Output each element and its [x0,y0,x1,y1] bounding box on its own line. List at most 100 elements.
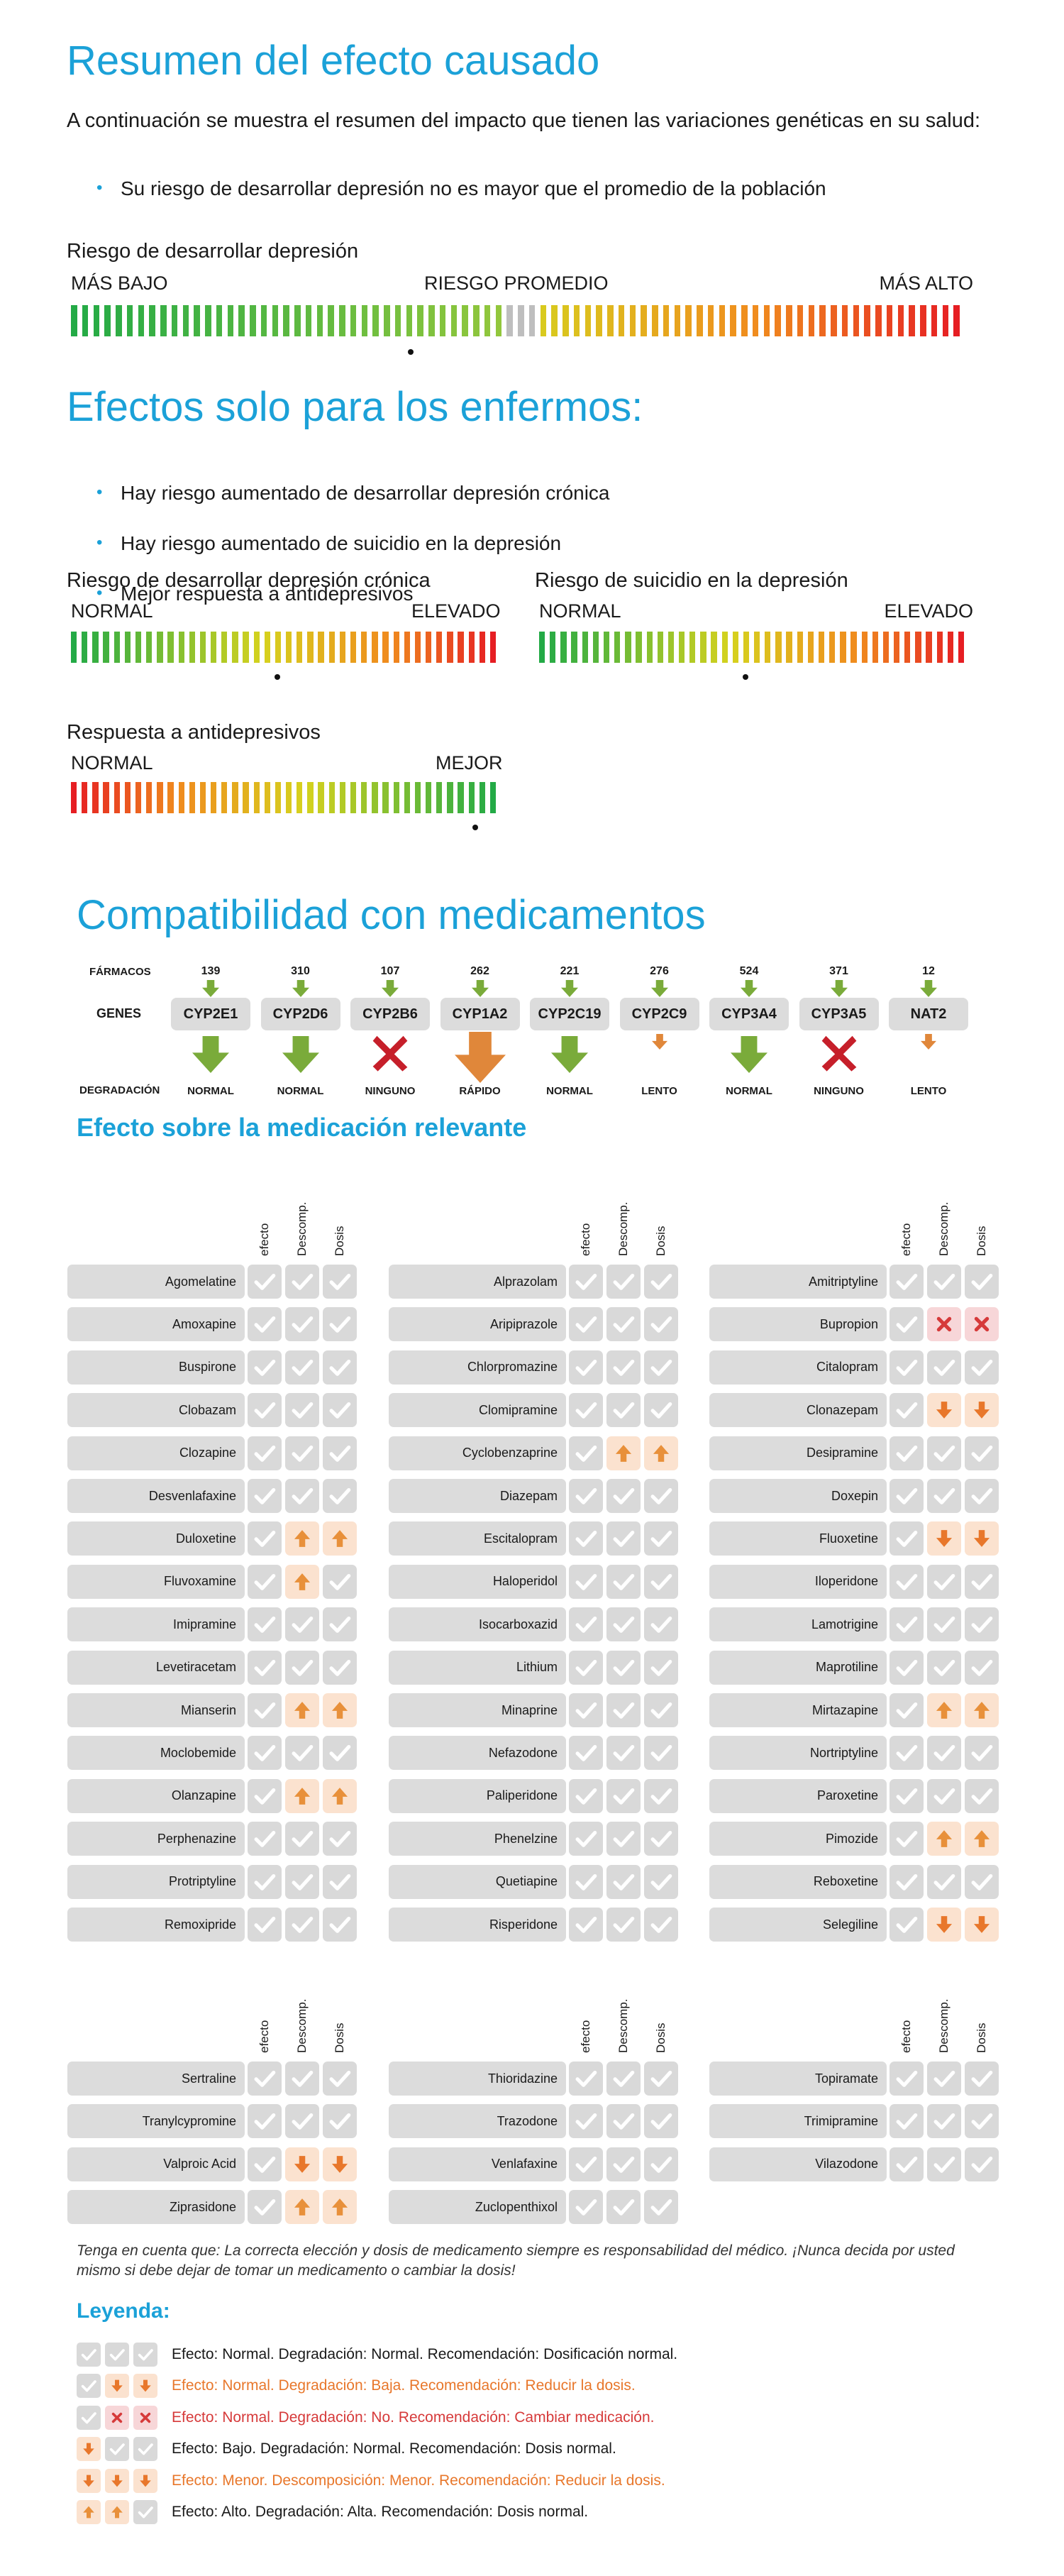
arrow-up-icon [111,2506,123,2519]
scale-segment [495,305,502,336]
gene-degradation-label: NINGUNO [365,1085,416,1097]
medication-status-cell [569,1393,603,1428]
medication-status-cell [569,1778,603,1813]
medication-status-cell [248,1607,282,1642]
arrow-down-icon [140,2379,151,2392]
check-icon [971,1873,993,1890]
arrow-down-icon [83,2475,94,2487]
medication-status-cell [927,2147,961,2181]
scale-segment [260,305,267,336]
check-icon [650,1273,672,1290]
column-header: efecto [579,1223,592,1256]
medication-status-cell [248,1350,282,1385]
scale-segment [350,782,357,813]
check-icon [109,2349,125,2361]
medication-status-cell [248,2104,282,2139]
scale-segment [232,782,238,813]
medication-status-cell [644,1650,678,1685]
check-icon [254,1359,276,1376]
check-icon [138,2443,153,2455]
arrow-down-icon [741,980,758,997]
check-icon [650,1916,672,1933]
check-icon [650,1487,672,1504]
scale-segment [468,632,475,663]
medication-name: Chlorpromazine [389,1350,566,1385]
scale-segment [450,305,458,336]
medication-status-cell [569,1307,603,1342]
medication-name: Buspirone [67,1350,245,1385]
scale-segment [232,632,238,663]
medication-status-cell [965,1693,999,1727]
medication-status-cell [569,2190,603,2225]
scale-segment [372,632,378,663]
check-icon [896,1445,918,1462]
check-icon [650,2070,672,2087]
scale-segment [297,782,303,813]
arrow-down-icon [561,980,578,997]
scale-segment [489,782,497,813]
arrow-down-icon [454,1032,506,1083]
response-scale-title: Respuesta a antidepresivos [67,721,321,744]
scale-segment [689,632,696,663]
medication-name: Desipramine [709,1436,887,1470]
check-icon [254,1702,276,1719]
medication-status-cell [248,1864,282,1899]
check-icon [971,1745,993,1762]
check-icon [292,1659,314,1676]
medication-name: Clobazam [67,1393,245,1428]
scale-segment [674,305,681,336]
scale-segment [210,782,217,813]
scale-segment [138,305,145,336]
scale-segment [126,305,133,336]
check-icon [138,2506,153,2519]
column-header: efecto [899,2020,913,2053]
check-icon [613,1359,635,1376]
medication-status-cell [644,1436,678,1470]
scale-segment [584,305,592,336]
medication-status-cell [285,1393,319,1428]
arrow-down-icon [830,980,848,997]
drug-input-arrow [470,980,490,1001]
gene-degradation-label: LENTO [910,1085,947,1097]
check-icon [613,1617,635,1634]
arrow-down-icon [331,2155,348,2173]
drug-input-arrow [650,980,670,1001]
column-header: Dosis [975,2022,988,2053]
scale-segment [286,632,292,663]
arrow-up-icon [294,1530,311,1548]
column-header: Dosis [333,2022,346,2053]
check-icon [896,2070,918,2087]
scale-segment [182,305,189,336]
arrow-down-icon [202,980,219,997]
scale-segment [382,632,389,663]
medication-name: Isocarboxazid [389,1607,566,1642]
medication-status-cell [285,1778,319,1813]
check-icon [329,1445,351,1462]
scale-segment [468,782,475,813]
scale-segment [730,305,736,336]
arrow-up-icon [973,1830,990,1848]
scale-segment [250,305,256,336]
gene-degradation-label: LENTO [641,1085,677,1097]
gene-degradation-label: NINGUNO [814,1085,864,1097]
scale-segment [157,632,163,663]
medication-status-cell [569,1607,603,1642]
arrow-up-icon [936,1702,953,1719]
column-header: Dosis [333,1226,346,1256]
medication-status-cell [965,1908,999,1942]
check-icon [613,1402,635,1419]
medication-status-cell [323,2104,357,2139]
check-icon [254,1445,276,1462]
check-icon [329,2070,351,2087]
check-icon [254,1531,276,1548]
legend-text: Efecto: Bajo. Degradación: Normal. Recom… [172,2440,616,2457]
scale-segment [253,782,260,813]
legend-cell [77,2405,101,2430]
medication-status-cell [890,2062,924,2096]
medication-name: Phenelzine [389,1822,566,1856]
arrow-down-icon [83,2443,94,2455]
suicide-scale-title: Riesgo de suicidio en la depresión [535,569,848,592]
check-icon [81,2380,96,2392]
scale-segment [361,632,367,663]
check-icon [292,1445,314,1462]
